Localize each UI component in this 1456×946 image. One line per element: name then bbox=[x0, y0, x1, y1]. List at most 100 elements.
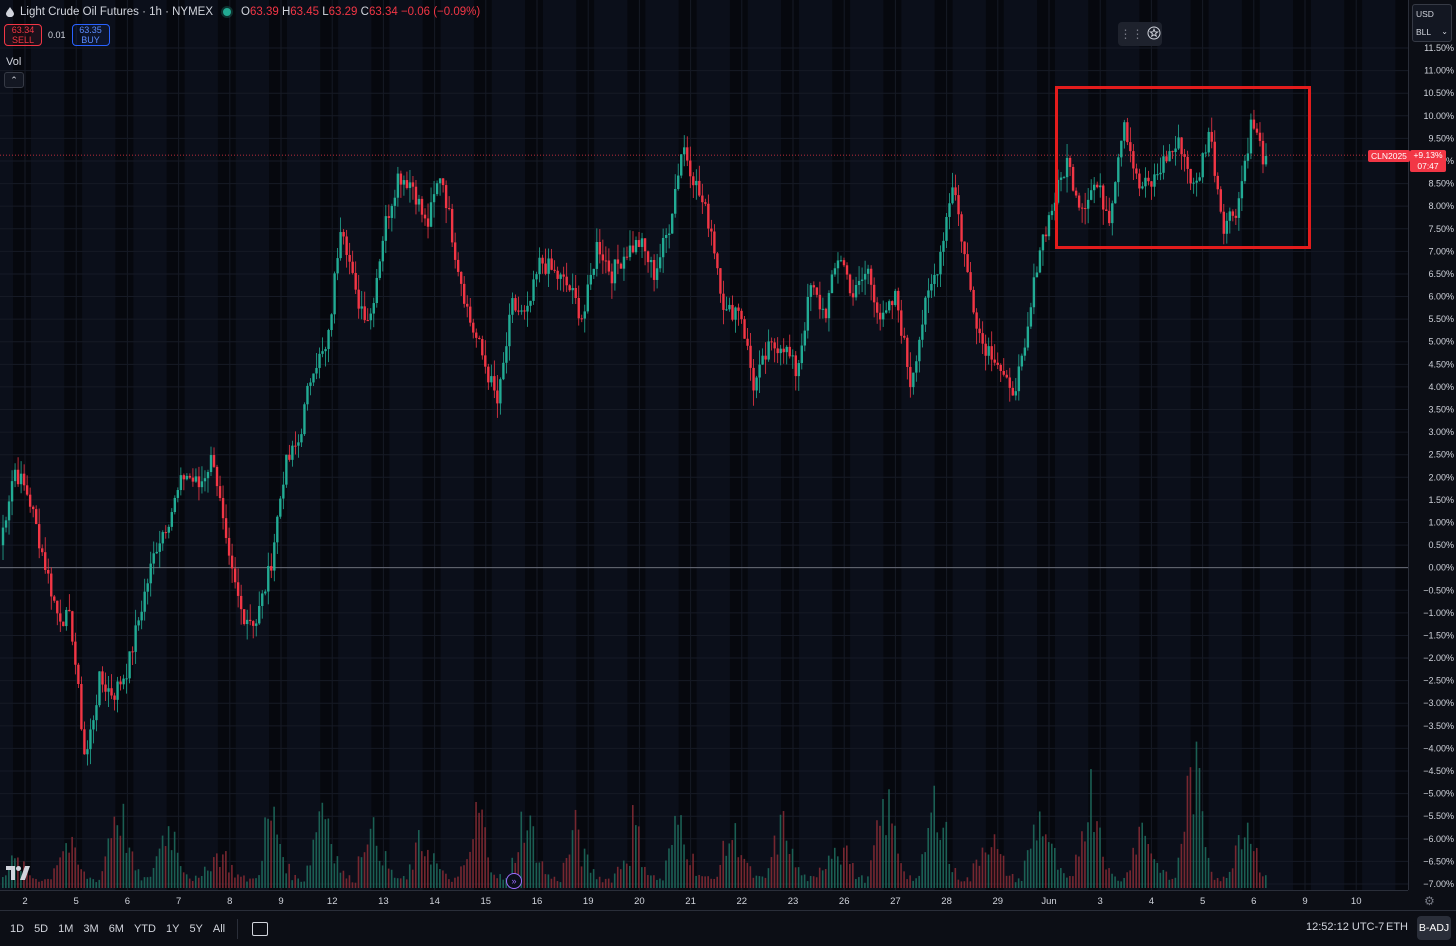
volume-bar bbox=[249, 878, 251, 888]
clock[interactable]: 12:52:12 UTC-7 bbox=[1306, 921, 1385, 933]
chart-pane[interactable] bbox=[0, 0, 1408, 890]
price-tick-label: −2.50% bbox=[1423, 676, 1454, 686]
candle-body bbox=[378, 261, 381, 278]
candle-body bbox=[327, 330, 330, 350]
candle-body bbox=[194, 476, 198, 482]
volume-bar bbox=[818, 867, 821, 888]
candle-body bbox=[909, 366, 912, 388]
candle-body bbox=[806, 296, 810, 331]
volume-bar bbox=[644, 866, 646, 888]
candle-body bbox=[300, 434, 303, 443]
volume-bar bbox=[1216, 878, 1219, 888]
oil-drop-icon bbox=[6, 7, 14, 18]
volume-bar bbox=[719, 864, 722, 888]
volume-bar bbox=[619, 869, 622, 888]
range-button-5y[interactable]: 5Y bbox=[189, 922, 203, 935]
candle-body bbox=[95, 705, 98, 721]
candle-body bbox=[466, 303, 469, 307]
volume-bar bbox=[1026, 850, 1029, 888]
volume-bar bbox=[752, 877, 755, 888]
price-axis[interactable]: 11.50%11.00%10.50%10.00%9.50%9.00%8.50%8… bbox=[1408, 0, 1456, 890]
candle-body bbox=[98, 671, 101, 706]
range-button-ytd[interactable]: YTD bbox=[133, 922, 156, 935]
volume-bar bbox=[1054, 847, 1056, 888]
candle-body bbox=[710, 228, 713, 232]
candle-body bbox=[396, 173, 400, 198]
open-value: 63.39 bbox=[249, 6, 279, 18]
candle-body bbox=[1050, 210, 1054, 216]
volume-bar bbox=[414, 842, 417, 888]
volume-bar bbox=[849, 864, 851, 888]
volume-bar bbox=[1050, 843, 1053, 888]
volume-bar bbox=[686, 859, 688, 888]
buy-button[interactable]: 63.35 BUY bbox=[71, 24, 110, 46]
session-toggle[interactable]: ETH bbox=[1386, 921, 1408, 933]
currency-select[interactable]: USD bbox=[1413, 5, 1451, 23]
volume-bar bbox=[315, 832, 318, 888]
volume-bar bbox=[1261, 876, 1264, 888]
range-button-3m[interactable]: 3M bbox=[83, 922, 99, 935]
time-axis[interactable]: 2 5 6 7 8 9 12 13 14 15 16 19 20 21 22 23 26 27 28 29 Jun 3 4 5… bbox=[0, 890, 1408, 911]
candle-body bbox=[342, 232, 345, 237]
volume-bar bbox=[957, 879, 960, 888]
go-to-realtime-icon[interactable]: » bbox=[506, 873, 522, 889]
calendar-icon[interactable] bbox=[252, 921, 269, 936]
volume-bar bbox=[562, 862, 565, 888]
currency-unit-selector[interactable]: USD BLL ⌄ bbox=[1412, 4, 1452, 42]
volume-bar bbox=[1041, 836, 1044, 888]
range-button-1m[interactable]: 1M bbox=[58, 922, 74, 935]
candle-body bbox=[809, 285, 813, 297]
price-chart[interactable] bbox=[0, 0, 1408, 890]
unit-select[interactable]: BLL ⌄ bbox=[1413, 23, 1451, 41]
close-value: 63.34 bbox=[368, 6, 398, 18]
volume-bar bbox=[463, 865, 465, 888]
range-button-1y[interactable]: 1Y bbox=[165, 922, 180, 935]
range-button-1d[interactable]: 1D bbox=[10, 922, 25, 935]
candle-body bbox=[526, 305, 529, 312]
volume-bar bbox=[1005, 875, 1008, 888]
volume-bar bbox=[1066, 877, 1068, 888]
volume-bar bbox=[701, 876, 703, 888]
annotation-rectangle[interactable] bbox=[1055, 86, 1311, 249]
collapse-indicators-button[interactable]: ⌃ bbox=[4, 72, 24, 88]
volume-bar bbox=[704, 876, 706, 888]
back-adjust-button[interactable]: B-ADJ bbox=[1417, 916, 1451, 940]
volume-bar bbox=[846, 845, 848, 888]
session-break-band bbox=[729, 0, 748, 890]
volume-bar bbox=[978, 865, 981, 888]
candle-body bbox=[1120, 140, 1123, 158]
range-button-5d[interactable]: 5D bbox=[34, 922, 49, 935]
volume-bar bbox=[529, 815, 532, 888]
symbol-title[interactable]: Light Crude Oil Futures · 1h · NYMEX bbox=[20, 6, 214, 18]
candle-body bbox=[324, 349, 327, 352]
floating-toolbar[interactable]: ⋮⋮ bbox=[1118, 22, 1162, 46]
star-icon[interactable] bbox=[1147, 26, 1161, 43]
candle-body bbox=[125, 678, 128, 680]
volume-bar bbox=[951, 872, 954, 888]
volume-bar bbox=[788, 853, 791, 888]
volume-bar bbox=[200, 875, 203, 888]
tradingview-logo-icon[interactable] bbox=[6, 866, 30, 885]
drag-handle-icon[interactable]: ⋮⋮ bbox=[1119, 27, 1144, 41]
volume-bar bbox=[1168, 879, 1171, 888]
candle-body bbox=[155, 551, 158, 554]
volume-bar bbox=[1156, 862, 1159, 888]
sell-button[interactable]: 63.34 SELL bbox=[4, 24, 42, 46]
session-break-band bbox=[627, 0, 646, 890]
price-tick-label: 4.00% bbox=[1428, 382, 1454, 392]
volume-bar bbox=[1192, 814, 1195, 888]
candle-body bbox=[1225, 220, 1229, 234]
volume-indicator-label[interactable]: Vol bbox=[6, 56, 22, 68]
range-button-all[interactable]: All bbox=[212, 922, 226, 935]
candle-body bbox=[643, 238, 647, 252]
range-button-6m[interactable]: 6M bbox=[108, 922, 124, 935]
time-tick-label: 6 bbox=[125, 896, 130, 907]
volume-bar bbox=[390, 869, 393, 888]
volume-bar bbox=[424, 856, 426, 888]
candle-body bbox=[981, 333, 984, 344]
volume-bar bbox=[755, 875, 758, 888]
candle-body bbox=[242, 609, 246, 625]
volume-bar bbox=[146, 877, 149, 888]
settings-gear-icon[interactable]: ⚙ bbox=[1424, 894, 1435, 908]
candle-body bbox=[167, 526, 170, 533]
